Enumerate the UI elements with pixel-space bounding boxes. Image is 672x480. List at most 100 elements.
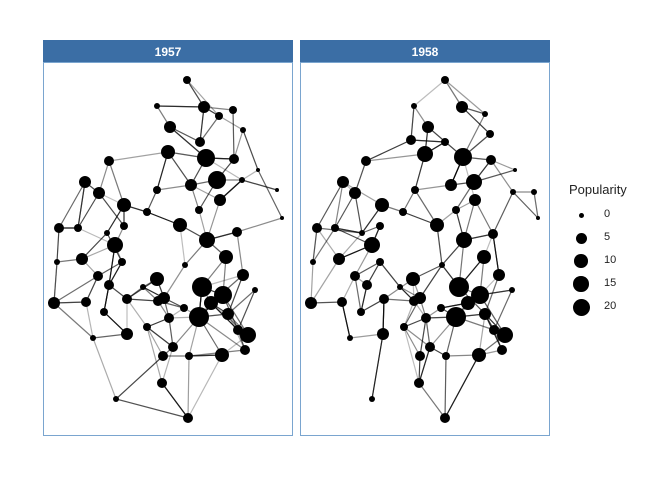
facet-strip-1957: 1957 xyxy=(43,40,293,62)
legend-dot xyxy=(578,212,584,218)
node xyxy=(240,345,250,355)
edge xyxy=(56,227,60,263)
edge xyxy=(410,105,415,141)
node xyxy=(118,258,126,266)
edge xyxy=(310,261,314,304)
node xyxy=(469,194,481,206)
node xyxy=(153,186,161,194)
edge xyxy=(418,382,446,419)
node xyxy=(232,227,242,237)
node xyxy=(189,307,209,327)
node xyxy=(425,342,435,352)
edge xyxy=(403,326,431,348)
edge xyxy=(444,79,486,115)
node xyxy=(399,208,407,216)
legend-dot xyxy=(573,276,589,292)
node xyxy=(411,103,417,109)
legend-dot xyxy=(574,254,588,268)
edge xyxy=(341,301,351,339)
edge xyxy=(414,184,452,191)
node xyxy=(121,328,133,340)
node xyxy=(446,307,466,327)
node xyxy=(219,250,233,264)
node xyxy=(357,308,365,316)
edge xyxy=(187,354,223,419)
node xyxy=(489,325,499,335)
node xyxy=(164,121,176,133)
node xyxy=(168,342,178,352)
node xyxy=(415,351,425,361)
node xyxy=(275,188,279,192)
edge xyxy=(186,79,220,117)
edge xyxy=(418,346,431,384)
edge xyxy=(419,264,443,299)
node xyxy=(493,269,505,281)
facet-panel-1958 xyxy=(300,62,550,436)
legend-label: 10 xyxy=(604,254,617,266)
node xyxy=(240,127,246,133)
node xyxy=(359,230,365,236)
node xyxy=(48,297,60,309)
node xyxy=(76,253,88,265)
node xyxy=(509,287,515,293)
legend-dot xyxy=(575,232,587,244)
node xyxy=(208,171,226,189)
edge xyxy=(126,298,148,328)
edge xyxy=(241,169,259,181)
node xyxy=(456,232,472,248)
node xyxy=(472,348,486,362)
edge xyxy=(233,129,244,160)
node xyxy=(143,208,151,216)
node xyxy=(350,271,360,281)
node xyxy=(183,76,191,84)
node xyxy=(81,297,91,307)
node xyxy=(239,177,245,183)
node xyxy=(222,308,234,320)
node xyxy=(93,271,103,281)
node xyxy=(305,297,317,309)
edge xyxy=(334,227,363,234)
node xyxy=(333,253,345,265)
edge xyxy=(490,159,514,193)
node xyxy=(513,168,517,172)
node xyxy=(192,277,212,297)
edge xyxy=(108,151,169,162)
node xyxy=(331,224,339,232)
node xyxy=(117,198,131,212)
edge xyxy=(236,231,244,276)
legend-title: Popularity xyxy=(569,182,627,197)
node xyxy=(452,206,460,214)
node xyxy=(240,327,256,343)
node xyxy=(195,206,203,214)
node xyxy=(442,352,450,360)
node xyxy=(180,304,188,312)
node xyxy=(477,250,491,264)
node xyxy=(361,156,371,166)
edge xyxy=(365,153,426,162)
node xyxy=(161,145,175,159)
edge xyxy=(371,333,384,400)
node xyxy=(479,308,491,320)
edge xyxy=(383,298,415,302)
node xyxy=(376,222,384,230)
node xyxy=(215,112,223,120)
node xyxy=(497,345,507,355)
edge xyxy=(98,192,125,227)
edge xyxy=(512,191,539,219)
node xyxy=(143,323,151,331)
node xyxy=(406,272,420,286)
edge xyxy=(126,298,159,302)
edge xyxy=(533,191,539,219)
node xyxy=(461,296,475,310)
node xyxy=(486,155,496,165)
node xyxy=(140,284,146,290)
node xyxy=(252,287,258,293)
edge xyxy=(444,354,480,419)
edge xyxy=(115,398,189,419)
legend-item: 15 xyxy=(570,273,650,295)
node xyxy=(337,176,349,188)
edge xyxy=(403,326,421,357)
legend-label: 5 xyxy=(604,231,611,243)
edge xyxy=(187,355,190,419)
